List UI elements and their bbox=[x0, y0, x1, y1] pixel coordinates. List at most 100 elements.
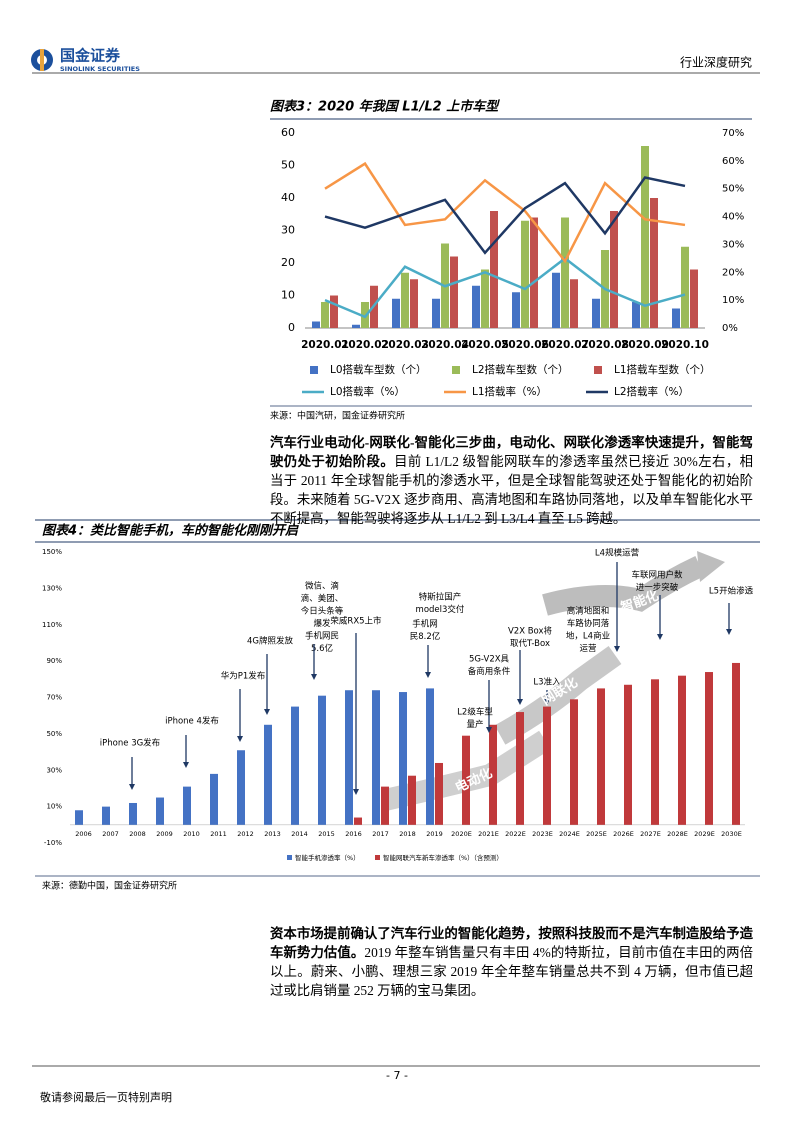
bar bbox=[561, 217, 569, 328]
annotation: 车路协同落 bbox=[567, 618, 610, 629]
bar bbox=[129, 802, 137, 825]
x-tick-label: 2020.10 bbox=[661, 339, 709, 351]
bar bbox=[237, 750, 245, 825]
annotation: 民8.2亿 bbox=[410, 631, 441, 642]
logo-mark bbox=[40, 49, 44, 71]
y-tick-label: 0 bbox=[288, 321, 295, 334]
x-tick-label: 2020E bbox=[451, 830, 472, 838]
x-tick-label: 2020.05 bbox=[461, 339, 509, 351]
y-tick-label: 110% bbox=[42, 621, 62, 629]
figure-source: 来源：中国汽研，国金证券研究所 bbox=[270, 410, 405, 422]
legend-label: 智能网联汽车新车渗透率（%）（含预测） bbox=[383, 853, 503, 862]
company-name: 国金证券 bbox=[60, 47, 121, 65]
bar bbox=[408, 775, 416, 825]
x-tick-label: 2013 bbox=[264, 830, 281, 838]
bar bbox=[401, 272, 409, 328]
bar bbox=[530, 217, 538, 328]
bar bbox=[392, 298, 400, 328]
y2-tick-label: 40% bbox=[722, 212, 744, 223]
x-tick-label: 2020.04 bbox=[421, 339, 469, 351]
bar bbox=[410, 279, 418, 328]
company-name-en: SINOLINK SECURITIES bbox=[60, 65, 140, 73]
bar bbox=[732, 662, 740, 825]
y-tick-label: 20 bbox=[281, 256, 295, 269]
bar bbox=[321, 302, 329, 328]
bar bbox=[372, 690, 380, 825]
y-tick-label: 10 bbox=[281, 289, 295, 302]
bar bbox=[597, 688, 605, 825]
annotation: 量产 bbox=[466, 719, 483, 730]
bar bbox=[354, 817, 362, 825]
x-tick-label: 2014 bbox=[291, 830, 308, 838]
annotation: 高清地图和 bbox=[567, 606, 610, 617]
x-tick-label: 2009 bbox=[156, 830, 173, 838]
y2-tick-label: 30% bbox=[722, 239, 744, 250]
annotation-arrow-head bbox=[425, 672, 431, 678]
y-tick-label: 10% bbox=[46, 803, 62, 811]
annotation: 4G牌照发放 bbox=[247, 636, 293, 647]
x-tick-label: 2015 bbox=[318, 830, 335, 838]
x-tick-label: 2029E bbox=[694, 830, 715, 838]
bar bbox=[624, 684, 632, 825]
line-series bbox=[324, 176, 686, 255]
bar bbox=[481, 269, 489, 328]
annotation: 荣威RX5上市 bbox=[330, 616, 382, 627]
bar bbox=[312, 321, 320, 328]
annotation: 手机网民 bbox=[305, 631, 339, 642]
annotation: L4规模运营 bbox=[595, 548, 639, 559]
y-tick-label: 30% bbox=[46, 766, 62, 774]
annotation: L2级车型 bbox=[457, 707, 493, 718]
bar bbox=[490, 211, 498, 328]
legend-swatch bbox=[375, 855, 380, 860]
annotation: model3交付 bbox=[416, 604, 465, 615]
bar bbox=[570, 699, 578, 825]
bar bbox=[570, 279, 578, 328]
paragraph: 资本市场提前确认了汽车行业的智能化趋势，按照科技股而不是汽车制造股给予造车新势力… bbox=[270, 924, 753, 1000]
paragraph: 汽车行业电动化-网联化-智能化三步曲，电动化、网联化渗透率快速提升，智能驾驶仍处… bbox=[270, 433, 753, 528]
x-tick-label: 2021E bbox=[478, 830, 499, 838]
line-series bbox=[324, 161, 686, 264]
bar bbox=[681, 246, 689, 328]
trend-arrow bbox=[542, 556, 705, 616]
bar bbox=[690, 269, 698, 328]
legend-label: L1搭载率（%） bbox=[472, 385, 547, 398]
x-tick-label: 2016 bbox=[345, 830, 362, 838]
legend-label: 智能手机渗透率（%） bbox=[295, 853, 360, 862]
annotation: iPhone 4发布 bbox=[165, 716, 219, 727]
disclaimer: 敬请参阅最后一页特别声明 bbox=[40, 1090, 172, 1104]
x-tick-label: 2012 bbox=[237, 830, 254, 838]
bar bbox=[632, 302, 640, 328]
bar bbox=[592, 298, 600, 328]
y-tick-label: -10% bbox=[44, 839, 62, 847]
annotation-arrow-head bbox=[486, 727, 492, 733]
annotation: 取代T-Box bbox=[510, 638, 550, 649]
x-tick-label: 2020.03 bbox=[381, 339, 429, 351]
annotation: 华为P1发布 bbox=[221, 671, 266, 682]
bar bbox=[489, 724, 497, 825]
annotation: L5开始渗透 bbox=[709, 586, 754, 597]
bar bbox=[521, 220, 529, 328]
x-tick-label: 2006 bbox=[75, 830, 92, 838]
x-tick-label: 2023E bbox=[532, 830, 553, 838]
y-tick-label: 30 bbox=[281, 224, 295, 237]
annotation: L3准入 bbox=[533, 677, 561, 688]
legend-label: L0搭载率（%） bbox=[330, 385, 405, 398]
annotation: V2X Box将 bbox=[508, 626, 553, 637]
annotation: 滴、美团、 bbox=[301, 593, 344, 604]
x-tick-label: 2020.06 bbox=[501, 339, 549, 351]
bar bbox=[512, 292, 520, 328]
x-tick-label: 2024E bbox=[559, 830, 580, 838]
logo bbox=[31, 49, 53, 71]
x-tick-label: 2018 bbox=[399, 830, 416, 838]
chart: -10% 10% 30% 50% 70% 90% 110% 130% 150% 2006 2007 2… bbox=[42, 548, 754, 863]
annotation: 今日头条等 bbox=[301, 606, 344, 617]
annotation-arrow-head bbox=[614, 646, 620, 652]
legend-swatch bbox=[452, 366, 460, 374]
bar bbox=[75, 810, 83, 825]
bar bbox=[543, 706, 551, 825]
figure-source: 来源：德勤中国，国金证券研究所 bbox=[42, 880, 177, 892]
bar bbox=[183, 786, 191, 825]
y-tick-label: 60 bbox=[281, 126, 295, 139]
annotation: 运营 bbox=[579, 643, 596, 654]
